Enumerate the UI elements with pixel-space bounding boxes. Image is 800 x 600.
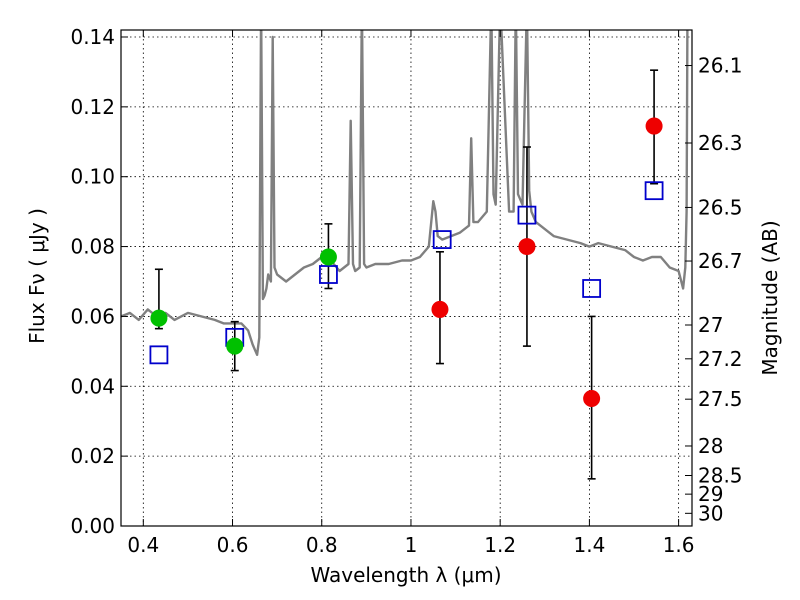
magnitude-tick-label: 26.3: [698, 131, 743, 155]
y-tick-label: 0.02: [70, 444, 115, 468]
magnitude-tick-label: 28.5: [698, 464, 743, 488]
x-tick-labels: 0.4 0.6 0.8 1 1.2 1.4 1.6: [127, 533, 694, 557]
magnitude-tick-label: 26.5: [698, 195, 743, 219]
magnitude-tick-label: 27: [698, 313, 723, 337]
magnitude-tick-label: 27.5: [698, 387, 743, 411]
y-tick-label: 0.08: [70, 235, 115, 259]
magnitude-tick-label: 26.7: [698, 249, 743, 273]
right-axis-title: Magnitude (AB): [758, 220, 782, 375]
plot-area: [121, 30, 689, 356]
x-tick-label: 1: [405, 533, 418, 557]
y-tick-label: 0.04: [70, 374, 115, 398]
x-tick-label: 0.4: [127, 533, 159, 557]
x-tick-label: 1.4: [573, 533, 605, 557]
magnitude-tick-label: 27.2: [698, 347, 743, 371]
model-photometry-square: [582, 279, 602, 298]
observed-point: [150, 309, 168, 327]
y-tick-label: 0.06: [70, 304, 115, 328]
magnitude-tick-label: 30: [698, 501, 723, 525]
model-photometry-square: [432, 230, 452, 249]
y-tick-label: 0.10: [70, 165, 115, 189]
x-tick-label: 0.8: [306, 533, 338, 557]
observed-point: [645, 117, 663, 135]
observed-point: [319, 248, 337, 266]
y-tick-label: 0.14: [70, 25, 115, 49]
y-tick-label: 0.00: [70, 514, 115, 538]
model-photometry-square: [644, 181, 664, 201]
magnitude-tick-label: 26.1: [698, 54, 743, 78]
model-photometry-square: [149, 345, 169, 365]
model-photometry-square: [517, 205, 537, 225]
y-axis-title: Flux Fν ( μJy ): [25, 208, 49, 344]
x-tick-label: 1.6: [663, 533, 695, 557]
x-tick-label: 1.2: [484, 533, 516, 557]
plot-frame: [120, 29, 693, 527]
ticks: [121, 30, 692, 527]
model-photometry-square: [319, 265, 338, 284]
observed-point: [226, 337, 244, 355]
observed-point: [431, 300, 449, 318]
x-axis-title: Wavelength λ (μm): [310, 563, 501, 587]
observed-point: [583, 390, 601, 408]
y-tick-labels: 0.00 0.02 0.04 0.06 0.08 0.10 0.12 0.14: [70, 25, 115, 538]
markers: [149, 117, 664, 408]
x-tick-label: 0.6: [217, 533, 249, 557]
observed-point: [518, 238, 536, 256]
magnitude-tick-label: 28: [698, 434, 723, 458]
y-tick-label: 0.12: [70, 95, 115, 119]
model-spectrum-line: [121, 30, 689, 356]
magnitude-tick-label: 29: [698, 482, 723, 506]
